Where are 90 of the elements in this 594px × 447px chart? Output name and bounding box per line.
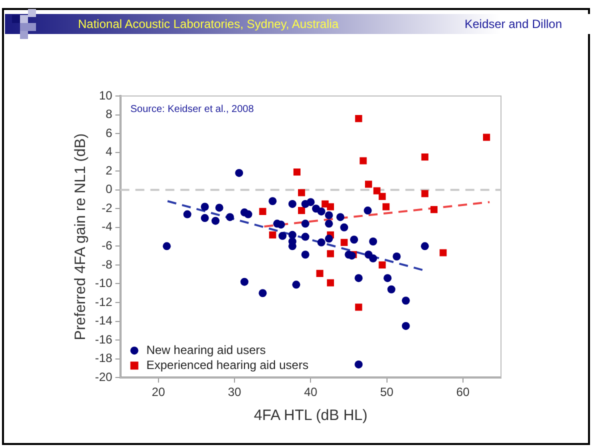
point: [354, 360, 363, 368]
point: [324, 234, 333, 243]
point: [298, 206, 306, 214]
point: [354, 274, 363, 282]
point: [292, 280, 300, 289]
point: [364, 206, 372, 215]
point: [360, 157, 367, 164]
point: [326, 279, 334, 286]
point: [317, 238, 326, 246]
point: [421, 153, 428, 161]
y-tick-label: -2: [102, 200, 113, 215]
point: [244, 210, 252, 218]
point: [316, 270, 324, 277]
point: [301, 232, 310, 241]
point: [392, 252, 401, 261]
point: [298, 189, 306, 196]
point: [162, 242, 171, 250]
point: [350, 236, 358, 244]
point: [355, 114, 362, 122]
legend-label: Experienced hearing aid users: [146, 358, 308, 372]
point: [364, 180, 372, 188]
point: [288, 230, 296, 239]
point: [326, 250, 334, 258]
point: [269, 231, 276, 238]
y-tick-label: 4: [106, 144, 113, 159]
point: [301, 220, 310, 228]
point: [226, 213, 234, 222]
point: [200, 214, 209, 222]
point: [336, 213, 344, 222]
point: [235, 168, 244, 177]
point: [340, 223, 348, 232]
text: Keidser and Dillon: [464, 17, 562, 31]
point: [215, 204, 224, 212]
x-tick-label: 20: [152, 385, 166, 400]
point: [373, 187, 380, 194]
point: [212, 216, 220, 225]
point: [402, 296, 410, 305]
point: [306, 198, 315, 206]
annotation: Source: Keidser et al., 2008: [130, 104, 254, 115]
point: [293, 168, 301, 176]
point: [440, 249, 447, 256]
y-tick-label: -10: [95, 276, 113, 290]
x-tick-label: 30: [228, 385, 242, 400]
y-tick-label: -12: [95, 294, 113, 309]
x-tick-label: 40: [304, 385, 318, 400]
point: [200, 202, 209, 211]
y-tick-label: -20: [95, 370, 113, 384]
point: [317, 207, 326, 216]
point: [324, 220, 333, 228]
y-tick-label: 2: [106, 163, 113, 178]
point: [384, 274, 392, 282]
point: [369, 237, 378, 246]
x-tick-label: 50: [380, 385, 394, 400]
point: [268, 197, 277, 206]
x-axis-title: 4FA HTL (dB HL): [254, 407, 368, 424]
y-tick-label: -16: [95, 332, 113, 346]
point: [340, 238, 348, 246]
point: [378, 192, 386, 200]
y-tick-label: -8: [102, 257, 113, 272]
y-tick-label: 6: [106, 126, 113, 140]
point: [183, 210, 192, 218]
point: [278, 232, 287, 240]
point: [402, 322, 410, 330]
y-tick-label: -4: [102, 220, 113, 234]
point: [483, 134, 490, 141]
point: [382, 203, 390, 210]
y-tick-label: -14: [95, 314, 113, 328]
point: [355, 304, 362, 311]
point: [430, 206, 438, 214]
y-axis-title: Preferred 4FA gain re NL1 (dB): [72, 133, 90, 340]
point: [324, 211, 333, 220]
point: [326, 203, 334, 210]
point: [301, 250, 310, 259]
y-tick-label: 8: [106, 107, 113, 122]
y-tick-label: 10: [98, 88, 113, 102]
legend-label: New hearing aid users: [146, 342, 266, 357]
point: [240, 278, 248, 286]
text: National Acoustic Laboratories, Sydney, Australia: [78, 17, 339, 31]
point: [369, 254, 378, 262]
point: [259, 208, 266, 215]
y-tick-label: -6: [102, 238, 113, 252]
point: [288, 200, 296, 208]
point: [378, 261, 386, 268]
point: [387, 285, 396, 294]
point: [420, 242, 429, 250]
point: [421, 190, 428, 198]
y-tick-label: 0: [106, 182, 113, 196]
x-tick-label: 60: [456, 385, 470, 400]
y-tick-label: -18: [95, 351, 113, 366]
point: [258, 289, 267, 298]
